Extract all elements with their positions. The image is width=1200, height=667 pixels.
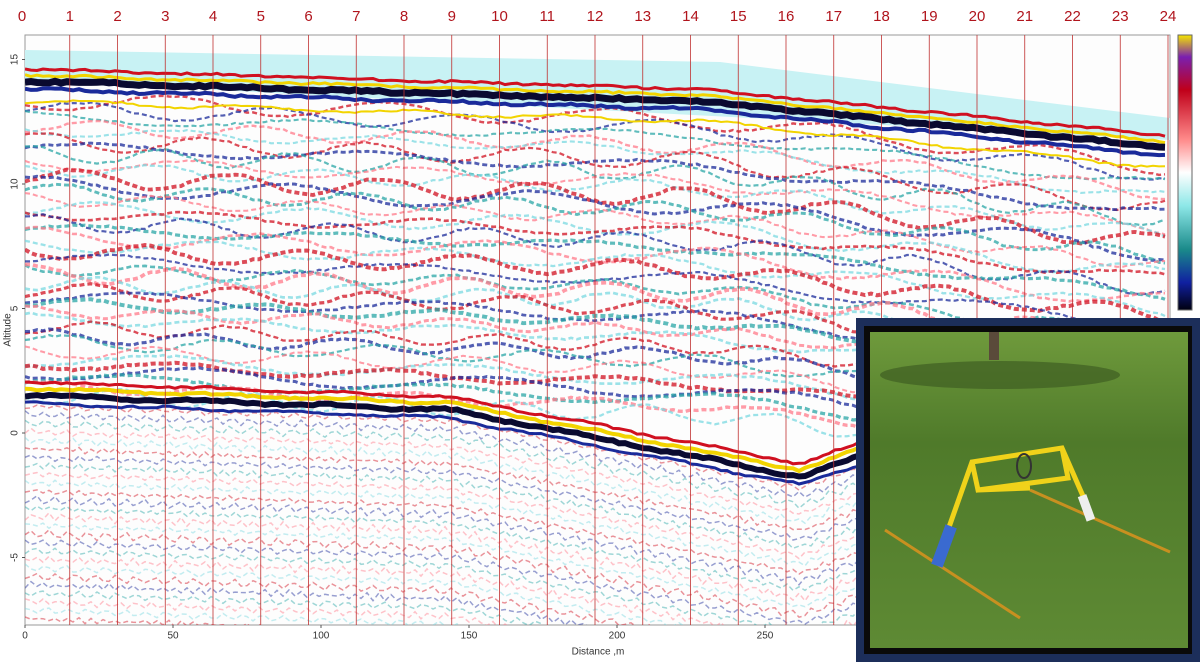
marker-label: 5	[257, 8, 265, 25]
color-bar	[1177, 34, 1193, 311]
marker-label: 17	[825, 8, 842, 25]
marker-label: 0	[18, 8, 26, 25]
rope	[1029, 488, 1171, 554]
y-tick-label: 0	[10, 430, 21, 436]
marker-label: 3	[161, 8, 169, 25]
reflector	[25, 174, 1166, 262]
x-tick-label: 0	[22, 631, 28, 642]
marker-label: 12	[587, 8, 604, 25]
tree-trunk	[989, 332, 999, 360]
antenna-coil	[1016, 453, 1032, 479]
marker-label: 2	[113, 8, 121, 25]
marker-label: 7	[352, 8, 360, 25]
reflector	[25, 225, 1166, 303]
antenna-frame	[945, 445, 1093, 531]
marker-label: 21	[1016, 8, 1033, 25]
reflector	[25, 512, 1166, 625]
reflector	[25, 132, 1166, 212]
marker-label: 16	[778, 8, 795, 25]
marker-label: 24	[1160, 8, 1177, 25]
antenna-foot	[931, 524, 957, 568]
marker-label: 13	[634, 8, 651, 25]
y-tick-label: 15	[10, 54, 21, 66]
x-tick-label: 100	[313, 631, 330, 642]
marker-label: 15	[730, 8, 747, 25]
marker-label: 8	[400, 8, 408, 25]
reflector	[25, 94, 1166, 177]
y-tick-label: 10	[10, 178, 21, 190]
photo-inset	[856, 318, 1200, 662]
x-axis-label: Distance ,m	[572, 647, 625, 658]
x-tick-label: 250	[757, 631, 774, 642]
reflector	[25, 239, 1166, 318]
reflector	[25, 282, 1166, 364]
marker-label: 23	[1112, 8, 1129, 25]
y-axis-label: Altitude	[3, 313, 14, 347]
marker-label: 1	[66, 8, 74, 25]
marker-label: 18	[873, 8, 890, 25]
marker-label: 10	[491, 8, 508, 25]
marker-label: 6	[304, 8, 312, 25]
marker-label: 4	[209, 8, 217, 25]
marker-label: 14	[682, 8, 699, 25]
marker-label: 22	[1064, 8, 1081, 25]
marker-label: 20	[969, 8, 986, 25]
x-tick-label: 50	[167, 631, 179, 642]
rope	[884, 528, 1021, 620]
x-tick-label: 200	[609, 631, 626, 642]
marker-label: 9	[448, 8, 456, 25]
marker-label: 19	[921, 8, 938, 25]
y-tick-label: 5	[10, 305, 21, 311]
x-tick-label: 150	[461, 631, 478, 642]
tree-shadow	[880, 361, 1120, 389]
reflector	[25, 101, 1166, 181]
reflector	[25, 535, 1166, 625]
marker-label: 11	[539, 8, 555, 25]
y-tick-label: -5	[10, 553, 21, 562]
antenna-foot	[1077, 494, 1096, 522]
